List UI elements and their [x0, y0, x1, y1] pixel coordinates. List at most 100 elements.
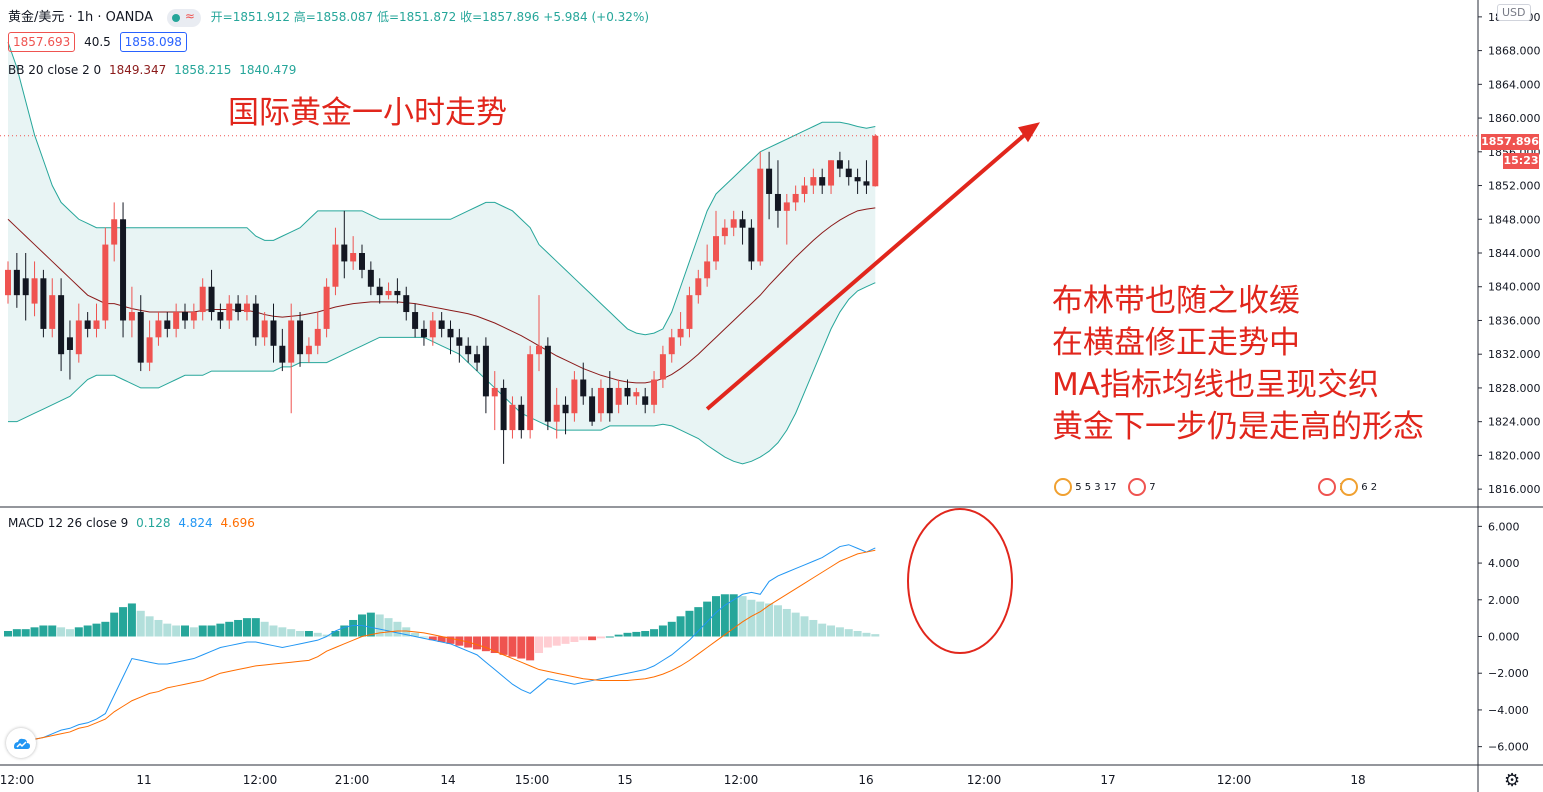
candle[interactable]	[766, 151, 773, 220]
bb-lower-line[interactable]	[8, 282, 876, 465]
candle[interactable]	[527, 345, 534, 439]
candle[interactable]	[66, 320, 73, 380]
bb-label[interactable]: BB 20 close 2 0	[8, 63, 102, 77]
candle[interactable]	[367, 261, 374, 296]
candle[interactable]	[376, 278, 383, 304]
price-pane[interactable]	[0, 42, 1478, 465]
candle[interactable]	[482, 337, 489, 414]
candle[interactable]	[659, 345, 666, 388]
candle[interactable]	[783, 193, 790, 245]
candle[interactable]	[270, 303, 277, 363]
candle[interactable]	[801, 177, 808, 203]
candle[interactable]	[615, 379, 622, 414]
candle[interactable]	[748, 219, 755, 270]
candle[interactable]	[509, 396, 516, 439]
candle[interactable]	[5, 261, 11, 304]
candle[interactable]	[120, 202, 127, 338]
signal-line[interactable]	[7, 549, 876, 746]
candle[interactable]	[836, 151, 843, 178]
candle[interactable]	[13, 253, 20, 308]
candle[interactable]	[49, 278, 56, 338]
candle[interactable]	[518, 396, 525, 439]
candle[interactable]	[624, 379, 631, 405]
candle[interactable]	[686, 286, 693, 338]
candle[interactable]	[182, 303, 188, 329]
candle[interactable]	[757, 151, 764, 266]
macd-label[interactable]: MACD 12 26 close 9	[8, 516, 129, 530]
candle[interactable]	[323, 278, 330, 338]
candle[interactable]	[137, 295, 144, 372]
candle[interactable]	[128, 286, 135, 338]
candle[interactable]	[774, 160, 781, 228]
candle[interactable]	[447, 320, 454, 355]
candle[interactable]	[739, 210, 746, 245]
candle[interactable]	[314, 312, 321, 355]
candle[interactable]	[208, 269, 215, 321]
candle[interactable]	[252, 295, 259, 346]
candle[interactable]	[491, 371, 498, 431]
candle[interactable]	[217, 303, 224, 329]
candle[interactable]	[792, 185, 799, 211]
event-flag-group-2[interactable]: 7	[1128, 478, 1156, 496]
candle[interactable]	[279, 328, 286, 372]
candle[interactable]	[651, 371, 658, 414]
candle[interactable]	[75, 303, 82, 363]
candle[interactable]	[713, 210, 719, 270]
candle[interactable]	[403, 286, 410, 321]
candle[interactable]	[810, 168, 817, 194]
event-flag-group-4[interactable]: 6 2	[1340, 478, 1377, 496]
bb-mid-line[interactable]	[7, 207, 876, 384]
candle[interactable]	[589, 387, 596, 426]
candle[interactable]	[164, 312, 171, 338]
tradingview-logo[interactable]	[6, 728, 36, 758]
candle[interactable]	[500, 379, 507, 464]
candle[interactable]	[146, 320, 153, 372]
candle[interactable]	[155, 312, 162, 346]
candle[interactable]	[633, 387, 640, 405]
candle[interactable]	[429, 312, 436, 346]
visibility-toggle[interactable]: ≈	[166, 8, 201, 27]
candle[interactable]	[819, 168, 826, 194]
candle[interactable]	[456, 328, 463, 363]
candle[interactable]	[597, 379, 604, 422]
currency-label[interactable]: USD	[1497, 4, 1531, 21]
candle[interactable]	[31, 261, 38, 317]
sell-button[interactable]: 1857.693	[8, 32, 76, 52]
candle[interactable]	[730, 210, 737, 237]
candle[interactable]	[243, 295, 250, 321]
symbol-name[interactable]: 黄金/美元 · 1h · OANDA	[8, 10, 153, 25]
candle[interactable]	[93, 303, 100, 338]
candle[interactable]	[571, 371, 578, 422]
candle[interactable]	[544, 337, 551, 431]
buy-button[interactable]: 1858.098	[119, 32, 187, 52]
candle[interactable]	[438, 312, 445, 338]
candle[interactable]	[536, 295, 542, 372]
candle[interactable]	[173, 303, 180, 338]
candle[interactable]	[22, 253, 29, 321]
candle[interactable]	[465, 337, 472, 363]
trend-arrow[interactable]	[705, 128, 1032, 411]
candle[interactable]	[394, 278, 401, 304]
candle[interactable]	[359, 244, 365, 279]
candle[interactable]	[305, 337, 312, 363]
macd-line[interactable]	[7, 544, 876, 751]
candle[interactable]	[695, 269, 702, 304]
candle[interactable]	[474, 345, 481, 372]
highlight-ellipse[interactable]	[907, 508, 1013, 654]
candle[interactable]	[863, 160, 870, 194]
candle[interactable]	[872, 134, 879, 187]
candle[interactable]	[199, 278, 206, 321]
candle[interactable]	[721, 219, 728, 245]
candle[interactable]	[562, 396, 569, 435]
candle[interactable]	[297, 312, 304, 367]
candle[interactable]	[226, 295, 233, 329]
event-flag-group-1[interactable]: 5 5 3 17	[1054, 478, 1117, 496]
candle[interactable]	[341, 210, 348, 279]
candle[interactable]	[854, 168, 861, 194]
candle[interactable]	[845, 160, 852, 186]
macd-pane[interactable]	[4, 508, 1013, 751]
candle[interactable]	[102, 227, 109, 329]
candle[interactable]	[350, 236, 357, 270]
candle[interactable]	[580, 362, 587, 405]
candle[interactable]	[385, 282, 392, 300]
